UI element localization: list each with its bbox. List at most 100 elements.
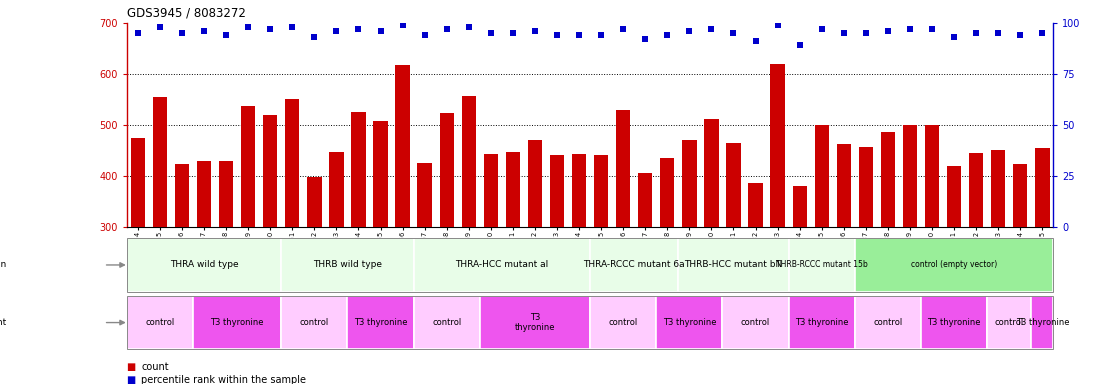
Bar xyxy=(726,142,741,379)
Point xyxy=(1011,32,1029,38)
Bar xyxy=(461,96,476,379)
Bar xyxy=(789,296,855,349)
Text: T3
thyronine: T3 thyronine xyxy=(515,313,555,332)
Text: T3 thyronine: T3 thyronine xyxy=(1016,318,1069,327)
Text: percentile rank within the sample: percentile rank within the sample xyxy=(141,375,307,384)
Point xyxy=(989,30,1007,36)
Text: THRB-HCC mutant bN: THRB-HCC mutant bN xyxy=(684,260,783,270)
Point xyxy=(129,30,147,36)
Bar xyxy=(855,296,921,349)
Bar xyxy=(127,296,193,349)
Bar xyxy=(987,296,1031,349)
Point xyxy=(923,26,941,32)
Bar xyxy=(196,161,211,379)
Text: THRB wild type: THRB wild type xyxy=(313,260,382,270)
Point xyxy=(703,26,720,32)
Point xyxy=(1034,30,1051,36)
Bar xyxy=(748,183,762,379)
Bar xyxy=(130,137,146,379)
Bar xyxy=(351,112,366,379)
Bar xyxy=(281,238,414,292)
Bar xyxy=(193,296,281,349)
Bar xyxy=(307,177,322,379)
Bar xyxy=(527,139,542,379)
Point xyxy=(879,28,897,34)
Bar xyxy=(373,121,388,379)
Point xyxy=(813,26,831,32)
Point xyxy=(967,30,985,36)
Point xyxy=(791,42,808,48)
Bar xyxy=(414,238,590,292)
Text: control: control xyxy=(609,318,638,327)
Point xyxy=(151,24,169,30)
Text: control: control xyxy=(146,318,174,327)
Point xyxy=(306,34,323,40)
Point xyxy=(945,34,963,40)
Point xyxy=(195,28,213,34)
Point xyxy=(835,30,853,36)
Point xyxy=(460,24,478,30)
Text: THRA wild type: THRA wild type xyxy=(170,260,238,270)
Bar xyxy=(395,65,410,379)
Text: control: control xyxy=(432,318,461,327)
Point xyxy=(857,30,875,36)
Text: T3 thyronine: T3 thyronine xyxy=(795,318,848,327)
Point xyxy=(328,28,345,34)
Text: THRB-RCCC mutant 15b: THRB-RCCC mutant 15b xyxy=(775,260,868,270)
Bar xyxy=(858,147,872,379)
Bar xyxy=(722,296,789,349)
Bar xyxy=(1031,296,1053,349)
Point xyxy=(747,38,764,45)
Text: genotype/variation: genotype/variation xyxy=(0,260,7,270)
Bar xyxy=(285,99,299,379)
Text: agent: agent xyxy=(0,318,7,327)
Point xyxy=(283,24,301,30)
Point xyxy=(239,24,257,30)
Bar xyxy=(946,166,961,379)
Text: control: control xyxy=(874,318,902,327)
Point xyxy=(570,32,588,38)
Point xyxy=(350,26,367,32)
Point xyxy=(372,28,389,34)
Bar xyxy=(814,125,828,379)
Bar xyxy=(1013,164,1027,379)
Bar xyxy=(836,144,852,379)
Bar xyxy=(439,113,454,379)
Bar xyxy=(990,150,1005,379)
Bar xyxy=(789,238,855,292)
Point xyxy=(438,26,456,32)
Text: count: count xyxy=(141,362,169,372)
Text: T3 thyronine: T3 thyronine xyxy=(663,318,716,327)
Point xyxy=(592,32,610,38)
Point xyxy=(614,26,632,32)
Text: THRA-HCC mutant al: THRA-HCC mutant al xyxy=(456,260,548,270)
Text: T3 thyronine: T3 thyronine xyxy=(211,318,264,327)
Point xyxy=(658,32,676,38)
Point xyxy=(416,32,433,38)
Bar xyxy=(174,164,190,379)
Text: control: control xyxy=(300,318,329,327)
Point xyxy=(504,30,522,36)
Bar xyxy=(590,296,656,349)
Bar xyxy=(921,296,987,349)
Bar xyxy=(549,156,564,379)
Point xyxy=(173,30,191,36)
Bar xyxy=(505,152,521,379)
Bar xyxy=(218,161,234,379)
Bar xyxy=(682,139,697,379)
Point xyxy=(526,28,544,34)
Text: ■: ■ xyxy=(127,362,139,372)
Text: control: control xyxy=(995,318,1024,327)
Point xyxy=(636,36,654,42)
Bar xyxy=(414,296,480,349)
Bar xyxy=(660,158,674,379)
Text: control: control xyxy=(741,318,770,327)
Bar xyxy=(590,238,678,292)
Bar xyxy=(615,109,630,379)
Bar xyxy=(127,238,281,292)
Bar xyxy=(792,186,806,379)
Bar xyxy=(656,296,722,349)
Text: THRA-RCCC mutant 6a: THRA-RCCC mutant 6a xyxy=(583,260,685,270)
Text: T3 thyronine: T3 thyronine xyxy=(354,318,407,327)
Bar xyxy=(347,296,414,349)
